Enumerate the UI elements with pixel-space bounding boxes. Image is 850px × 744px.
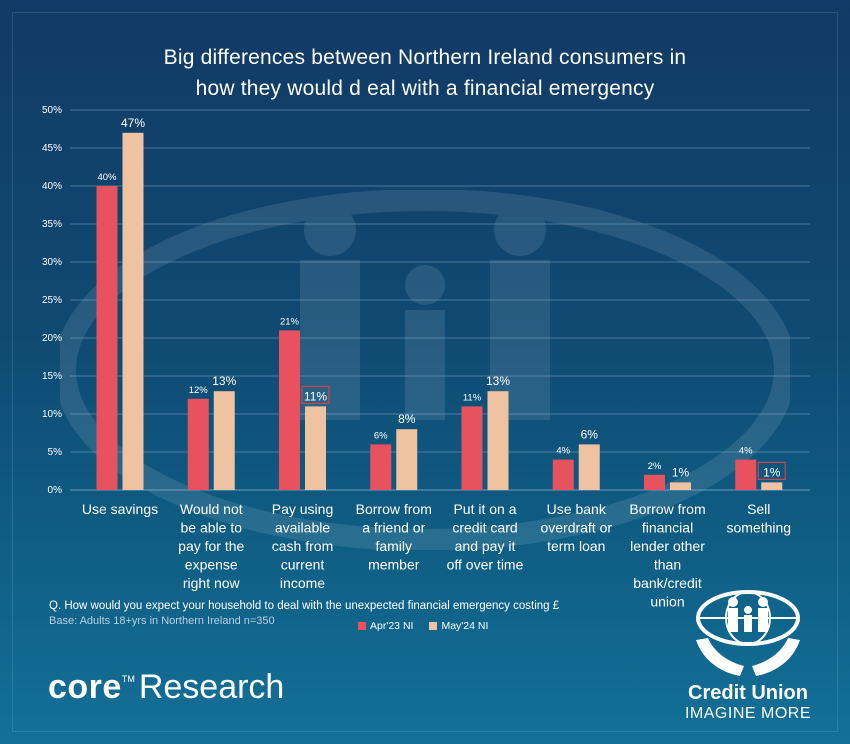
y-tick-label: 45% bbox=[42, 143, 62, 154]
credit-union-tagline: IMAGINE MORE bbox=[660, 705, 836, 723]
x-category-label: Sell bbox=[747, 501, 770, 517]
data-label-apr23: 2% bbox=[648, 461, 662, 472]
y-tick-label: 40% bbox=[42, 181, 62, 192]
data-label-may24: 47% bbox=[121, 116, 145, 130]
x-category-label: available bbox=[275, 520, 330, 536]
y-tick-label: 25% bbox=[42, 295, 62, 306]
data-label-may24: 1% bbox=[672, 465, 690, 479]
base-note: Base: Adults 18+yrs in Northern Ireland … bbox=[49, 615, 275, 627]
data-label-apr23: 4% bbox=[739, 446, 753, 457]
x-category-label: Use bank bbox=[547, 501, 607, 517]
x-category-label: than bbox=[654, 557, 681, 573]
data-label-apr23: 4% bbox=[556, 446, 570, 457]
data-label-may24: 11% bbox=[304, 389, 327, 403]
legend-item-apr23: Apr'23 NI bbox=[358, 620, 413, 632]
x-category-label: member bbox=[368, 557, 420, 573]
x-category-label: Use savings bbox=[82, 501, 158, 517]
chart-legend: Apr'23 NI May'24 NI bbox=[358, 620, 488, 632]
data-label-may24: 6% bbox=[581, 427, 599, 441]
x-category-label: family bbox=[375, 538, 412, 554]
y-tick-label: 10% bbox=[42, 409, 62, 420]
core-research-logo: coreTM Research bbox=[48, 668, 284, 707]
credit-union-name: Credit Union bbox=[660, 682, 836, 705]
bar-apr23 bbox=[279, 330, 300, 490]
x-category-label: pay for the bbox=[178, 538, 244, 554]
data-label-apr23: 11% bbox=[463, 392, 482, 403]
legend-label-may24: May'24 NI bbox=[441, 620, 488, 632]
x-category-label: Put it on a bbox=[453, 501, 516, 517]
bar-apr23 bbox=[735, 460, 756, 490]
core-logo-tm: TM bbox=[122, 674, 135, 684]
bar-apr23 bbox=[188, 399, 209, 490]
bar-apr23 bbox=[370, 444, 391, 490]
y-tick-label: 0% bbox=[48, 485, 63, 496]
x-category-label: cash from bbox=[272, 538, 333, 554]
y-tick-label: 35% bbox=[42, 219, 62, 230]
y-tick-label: 5% bbox=[48, 447, 63, 458]
data-label-apr23: 40% bbox=[97, 172, 117, 183]
legend-label-apr23: Apr'23 NI bbox=[370, 620, 413, 632]
bar-apr23 bbox=[97, 186, 118, 490]
data-label-may24: 13% bbox=[212, 374, 236, 388]
survey-question-footnote: Q. How would you expect your household t… bbox=[49, 600, 559, 612]
x-category-label: Pay using bbox=[272, 501, 333, 517]
bar-may24 bbox=[214, 391, 235, 490]
x-category-label: Borrow from bbox=[629, 501, 705, 517]
legend-swatch-apr23 bbox=[358, 622, 366, 630]
x-category-label: be able to bbox=[181, 520, 243, 536]
data-label-may24: 8% bbox=[398, 412, 416, 426]
data-label-may24: 1% bbox=[763, 465, 781, 479]
x-category-label: current bbox=[281, 557, 325, 573]
bar-may24 bbox=[123, 133, 144, 490]
bar-may24 bbox=[488, 391, 509, 490]
x-category-label: Would not bbox=[180, 501, 243, 517]
bar-apr23 bbox=[644, 475, 665, 490]
x-category-label: expense bbox=[185, 557, 238, 573]
bar-may24 bbox=[305, 406, 326, 490]
bar-may24 bbox=[670, 482, 691, 490]
y-tick-label: 20% bbox=[42, 333, 62, 344]
bar-may24 bbox=[396, 429, 417, 490]
x-category-label: financial bbox=[642, 520, 693, 536]
x-category-label: lender other bbox=[630, 538, 705, 554]
x-category-label: Borrow from bbox=[356, 501, 432, 517]
bar-apr23 bbox=[553, 460, 574, 490]
x-category-label: and pay it bbox=[455, 538, 516, 554]
x-category-label: something bbox=[726, 520, 791, 536]
data-label-apr23: 21% bbox=[280, 316, 300, 327]
y-tick-label: 30% bbox=[42, 257, 62, 268]
credit-union-logo: Credit Union IMAGINE MORE bbox=[660, 588, 836, 728]
x-category-label: credit card bbox=[452, 520, 517, 536]
core-logo-word: Research bbox=[139, 668, 285, 706]
y-tick-label: 15% bbox=[42, 371, 62, 382]
x-category-label: overdraft or bbox=[540, 520, 612, 536]
x-category-label: term loan bbox=[547, 538, 605, 554]
legend-swatch-may24 bbox=[429, 622, 437, 630]
x-category-label: right now bbox=[183, 575, 241, 591]
x-category-label: a friend or bbox=[362, 520, 425, 536]
bar-apr23 bbox=[462, 406, 483, 490]
x-category-label: income bbox=[280, 575, 325, 591]
core-logo-mark: core bbox=[48, 668, 122, 706]
y-tick-label: 50% bbox=[42, 105, 62, 116]
x-category-label: off over time bbox=[447, 557, 524, 573]
data-label-apr23: 6% bbox=[374, 430, 388, 441]
bar-may24 bbox=[579, 444, 600, 490]
credit-union-emblem-icon bbox=[688, 588, 808, 680]
bar-may24 bbox=[761, 482, 782, 490]
data-label-apr23: 12% bbox=[189, 385, 209, 396]
data-label-may24: 13% bbox=[486, 374, 510, 388]
legend-item-may24: May'24 NI bbox=[429, 620, 488, 632]
